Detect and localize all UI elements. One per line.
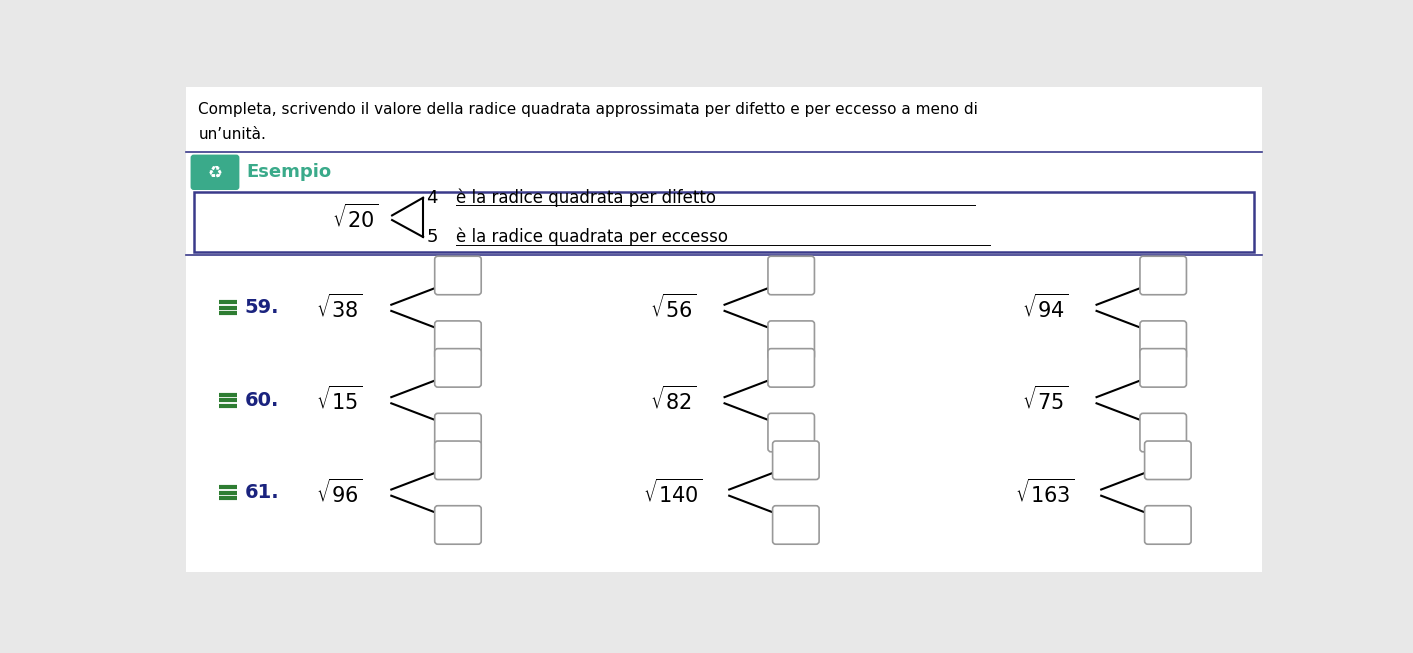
FancyBboxPatch shape: [1145, 441, 1191, 479]
Text: $\sqrt{82}$: $\sqrt{82}$: [650, 386, 695, 415]
FancyBboxPatch shape: [1140, 413, 1187, 452]
Text: un’unità.: un’unità.: [198, 127, 266, 142]
FancyBboxPatch shape: [767, 256, 814, 295]
FancyBboxPatch shape: [1140, 349, 1187, 387]
FancyBboxPatch shape: [767, 349, 814, 387]
Text: ♻: ♻: [208, 163, 222, 182]
Text: $\sqrt{140}$: $\sqrt{140}$: [643, 479, 702, 507]
Text: 5: 5: [427, 228, 438, 246]
FancyBboxPatch shape: [435, 256, 482, 295]
Text: $\sqrt{56}$: $\sqrt{56}$: [650, 294, 695, 322]
Text: $\sqrt{15}$: $\sqrt{15}$: [317, 386, 363, 415]
FancyBboxPatch shape: [435, 505, 482, 544]
Text: è la radice quadrata per eccesso: è la radice quadrata per eccesso: [455, 228, 728, 246]
Text: $\sqrt{163}$: $\sqrt{163}$: [1015, 479, 1074, 507]
Text: 4: 4: [427, 189, 438, 207]
FancyBboxPatch shape: [435, 441, 482, 479]
Text: $\sqrt{38}$: $\sqrt{38}$: [317, 294, 363, 322]
Text: $\sqrt{94}$: $\sqrt{94}$: [1022, 294, 1068, 322]
Text: 60.: 60.: [244, 390, 280, 409]
Text: $\sqrt{75}$: $\sqrt{75}$: [1022, 386, 1068, 415]
Text: $\sqrt{20}$: $\sqrt{20}$: [332, 204, 377, 232]
Text: $\sqrt{96}$: $\sqrt{96}$: [317, 479, 363, 507]
FancyBboxPatch shape: [1145, 505, 1191, 544]
FancyBboxPatch shape: [767, 413, 814, 452]
FancyBboxPatch shape: [435, 413, 482, 452]
Text: Completa, scrivendo il valore della radice quadrata approssimata per difetto e p: Completa, scrivendo il valore della radi…: [198, 103, 978, 118]
FancyBboxPatch shape: [1140, 256, 1187, 295]
FancyBboxPatch shape: [767, 321, 814, 359]
FancyBboxPatch shape: [191, 155, 239, 190]
Text: 61.: 61.: [244, 483, 280, 502]
FancyBboxPatch shape: [435, 349, 482, 387]
Text: 59.: 59.: [244, 298, 280, 317]
FancyBboxPatch shape: [773, 441, 820, 479]
FancyBboxPatch shape: [187, 87, 1262, 572]
Text: è la radice quadrata per difetto: è la radice quadrata per difetto: [455, 189, 715, 207]
Text: Esempio: Esempio: [246, 163, 332, 182]
FancyBboxPatch shape: [435, 321, 482, 359]
FancyBboxPatch shape: [1140, 321, 1187, 359]
FancyBboxPatch shape: [773, 505, 820, 544]
FancyBboxPatch shape: [194, 191, 1253, 251]
